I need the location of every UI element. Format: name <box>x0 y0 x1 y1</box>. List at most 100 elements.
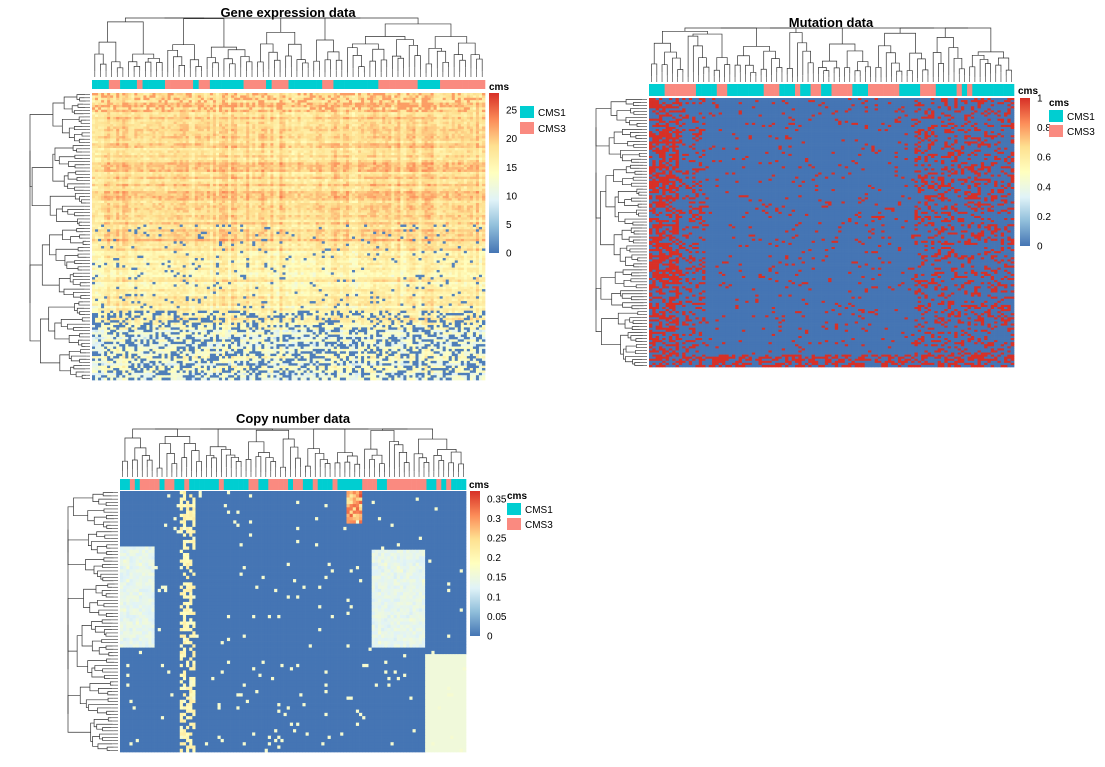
gene-expression-heatmap-cell <box>204 172 207 175</box>
gene-expression-heatmap-cell <box>415 136 418 139</box>
gene-expression-heatmap-cell <box>343 153 346 156</box>
gene-expression-heatmap-cell <box>110 170 113 173</box>
gene-expression-heatmap-cell <box>295 115 298 118</box>
gene-expression-heatmap-cell <box>258 110 261 113</box>
gene-expression-heatmap-cell <box>246 148 249 151</box>
gene-expression-heatmap-cell <box>337 105 340 108</box>
gene-expression-heatmap-cell <box>331 95 334 98</box>
gene-expression-heatmap-cell <box>334 134 337 137</box>
gene-expression-heatmap-cell <box>225 177 228 180</box>
gene-expression-heatmap-cell <box>122 122 125 125</box>
gene-expression-heatmap-cell <box>409 143 412 146</box>
gene-expression-heatmap-cell <box>358 115 361 118</box>
gene-expression-heatmap-cell <box>418 170 421 173</box>
gene-expression-heatmap-cell <box>440 167 443 170</box>
gene-expression-heatmap-cell <box>464 110 467 113</box>
gene-expression-heatmap-cell <box>467 146 470 149</box>
gene-expression-heatmap-cell <box>282 160 285 163</box>
gene-expression-heatmap-cell <box>183 112 186 115</box>
gene-expression-heatmap-cell <box>298 167 301 170</box>
gene-expression-heatmap-cell <box>92 110 95 113</box>
gene-expression-heatmap-cell <box>346 150 349 153</box>
gene-expression-heatmap-cell <box>92 134 95 137</box>
gene-expression-heatmap-cell <box>418 124 421 127</box>
gene-expression-heatmap-cell <box>246 95 249 98</box>
gene-expression-heatmap-cell <box>379 107 382 110</box>
gene-expression-heatmap-cell <box>174 134 177 137</box>
gene-expression-heatmap-cell <box>119 98 122 101</box>
gene-expression-heatmap-cell <box>168 177 171 180</box>
gene-expression-heatmap-cell <box>325 158 328 161</box>
gene-expression-heatmap-cell <box>476 93 479 96</box>
gene-expression-heatmap-cell <box>183 155 186 158</box>
gene-expression-heatmap-cell <box>355 100 358 103</box>
gene-expression-heatmap-cell <box>437 158 440 161</box>
gene-expression-heatmap-cell <box>177 148 180 151</box>
gene-expression-heatmap-cell <box>276 100 279 103</box>
gene-expression-heatmap-cell <box>355 141 358 144</box>
gene-expression-heatmap-cell <box>316 93 319 96</box>
gene-expression-heatmap-cell <box>328 110 331 113</box>
gene-expression-heatmap-cell <box>273 112 276 115</box>
gene-expression-heatmap-cell <box>388 165 391 168</box>
gene-expression-heatmap-cell <box>446 105 449 108</box>
gene-expression-heatmap-cell <box>449 110 452 113</box>
gene-expression-heatmap-cell <box>325 119 328 122</box>
gene-expression-heatmap-cell <box>183 138 186 141</box>
gene-expression-heatmap-cell <box>104 110 107 113</box>
gene-expression-heatmap-cell <box>128 146 131 149</box>
gene-expression-heatmap-cell <box>337 124 340 127</box>
gene-expression-heatmap-cell <box>174 129 177 132</box>
gene-expression-heatmap-cell <box>461 112 464 115</box>
gene-expression-heatmap-cell <box>231 158 234 161</box>
gene-expression-heatmap-cell <box>352 150 355 153</box>
gene-expression-heatmap-cell <box>403 93 406 96</box>
gene-expression-heatmap-cell <box>113 162 116 165</box>
gene-expression-heatmap-cell <box>249 100 252 103</box>
gene-expression-heatmap-cell <box>304 98 307 101</box>
gene-expression-heatmap-cell <box>394 141 397 144</box>
gene-expression-heatmap-cell <box>295 148 298 151</box>
gene-expression-heatmap-cell <box>313 150 316 153</box>
gene-expression-heatmap-cell <box>225 174 228 177</box>
gene-expression-heatmap-cell <box>422 98 425 101</box>
gene-expression-heatmap-cell <box>352 148 355 151</box>
gene-expression-heatmap-cell <box>415 172 418 175</box>
gene-expression-heatmap-cell <box>331 174 334 177</box>
gene-expression-heatmap-cell <box>337 148 340 151</box>
gene-expression-heatmap-cell <box>376 155 379 158</box>
gene-expression-heatmap-cell <box>119 122 122 125</box>
gene-expression-heatmap-cell <box>240 160 243 163</box>
gene-expression-heatmap-cell <box>428 93 431 96</box>
gene-expression-heatmap-cell <box>192 124 195 127</box>
gene-expression-heatmap-cell <box>101 129 104 132</box>
gene-expression-heatmap-cell <box>228 146 231 149</box>
gene-expression-heatmap-cell <box>225 162 228 165</box>
gene-expression-heatmap-cell <box>412 95 415 98</box>
gene-expression-annotation-cell <box>154 80 160 89</box>
gene-expression-heatmap-cell <box>316 134 319 137</box>
gene-expression-heatmap-cell <box>425 119 428 122</box>
gene-expression-heatmap-cell <box>355 165 358 168</box>
gene-expression-heatmap-cell <box>425 124 428 127</box>
gene-expression-heatmap-cell <box>113 115 116 118</box>
gene-expression-heatmap-cell <box>409 141 412 144</box>
gene-expression-heatmap-cell <box>322 141 325 144</box>
gene-expression-heatmap-cell <box>207 174 210 177</box>
gene-expression-heatmap-cell <box>273 150 276 153</box>
gene-expression-heatmap-cell <box>376 107 379 110</box>
gene-expression-heatmap-cell <box>137 136 140 139</box>
gene-expression-heatmap-cell <box>258 98 261 101</box>
gene-expression-dendrogram-branch <box>82 133 85 136</box>
gene-expression-heatmap-cell <box>403 122 406 125</box>
gene-expression-heatmap-cell <box>125 122 128 125</box>
gene-expression-heatmap-cell <box>361 98 364 101</box>
gene-expression-heatmap-cell <box>289 134 292 137</box>
gene-expression-heatmap-cell <box>152 100 155 103</box>
gene-expression-heatmap-cell <box>149 129 152 132</box>
gene-expression-heatmap-cell <box>422 167 425 170</box>
gene-expression-heatmap-cell <box>243 98 246 101</box>
gene-expression-heatmap-cell <box>116 124 119 127</box>
gene-expression-heatmap-cell <box>340 136 343 139</box>
gene-expression-heatmap-cell <box>334 105 337 108</box>
